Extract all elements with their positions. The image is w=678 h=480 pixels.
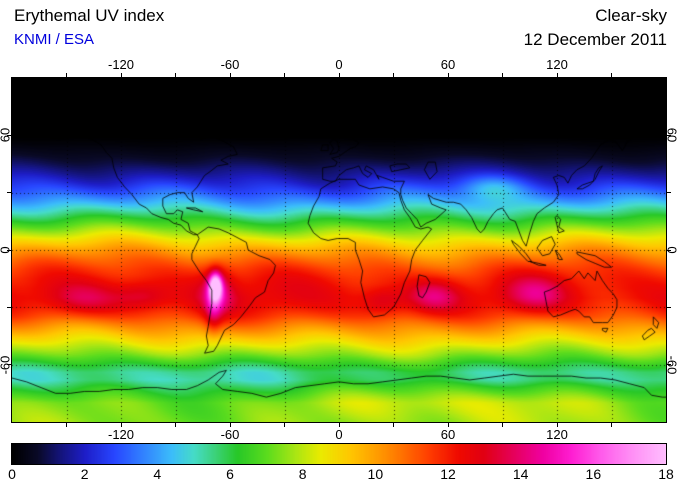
uv-map-canvas: [12, 78, 666, 422]
axis-top: -120 -60 0 60 120: [12, 57, 666, 72]
tick: [393, 73, 394, 77]
lon-tick-label: -60: [220, 57, 240, 72]
tick: [284, 423, 285, 427]
ticks-top: [12, 73, 666, 77]
tick: [7, 364, 11, 366]
tick: [338, 423, 340, 427]
colorbar-tick-label: 6: [226, 466, 234, 480]
colorbar-tick-label: 10: [367, 466, 384, 480]
tick: [229, 423, 231, 427]
tick: [611, 423, 612, 427]
colorbar-frame: [11, 443, 667, 465]
colorbar-tick-label: 0: [8, 466, 16, 480]
tick: [66, 73, 67, 77]
ticks-left: [7, 78, 11, 422]
lon-tick-label: -120: [107, 57, 135, 72]
tick: [175, 73, 176, 77]
colorbar-tick-label: 16: [585, 466, 602, 480]
tick: [556, 73, 558, 77]
ticks-right: [667, 78, 671, 422]
data-source: KNMI / ESA: [14, 31, 95, 48]
tick: [502, 73, 503, 77]
lon-tick-label: 60: [440, 57, 456, 72]
lon-tick-label: 120: [546, 57, 568, 72]
tick: [667, 306, 671, 308]
colorbar-tick-label: 8: [298, 466, 307, 480]
tick: [393, 423, 394, 427]
ticks-bottom: [12, 423, 666, 427]
tick: [667, 249, 671, 251]
lon-tick-label: -120: [107, 427, 135, 442]
tick: [284, 73, 285, 77]
tick: [66, 423, 67, 427]
tick: [667, 134, 671, 136]
tick: [502, 423, 503, 427]
tick: [667, 364, 671, 366]
colorbar-tick-label: 12: [440, 466, 456, 480]
sky-condition: Clear-sky: [595, 6, 667, 25]
tick: [447, 423, 449, 427]
lon-tick-label: 60: [440, 427, 456, 442]
tick: [120, 73, 122, 77]
world-map-frame: [11, 77, 667, 423]
page-title: Erythemal UV index: [14, 6, 165, 25]
lon-tick-label: -60: [220, 427, 240, 442]
tick: [120, 423, 122, 427]
tick: [338, 73, 340, 77]
colorbar-tick-label: 4: [153, 466, 162, 480]
colorbar-labels: 0 2 4 6 8 10 12 14 16 18: [8, 466, 674, 480]
lon-tick-label: 0: [335, 427, 343, 442]
tick: [229, 73, 231, 77]
colorbar-tick-label: 14: [512, 466, 529, 480]
tick: [7, 192, 11, 194]
tick: [667, 192, 671, 194]
tick: [175, 423, 176, 427]
axis-bottom: -120 -60 0 60 120: [12, 427, 666, 442]
colorbar-tick-label: 18: [658, 466, 674, 480]
map-date: 12 December 2011: [523, 30, 667, 49]
lon-tick-label: 120: [546, 427, 568, 442]
tick: [7, 249, 11, 251]
tick: [7, 134, 11, 136]
lon-tick-label: 0: [335, 57, 343, 72]
tick: [611, 73, 612, 77]
tick: [447, 73, 449, 77]
colorbar-tick-label: 2: [80, 466, 89, 480]
colorbar-canvas: [12, 444, 666, 464]
tick: [7, 306, 11, 308]
tick: [556, 423, 558, 427]
